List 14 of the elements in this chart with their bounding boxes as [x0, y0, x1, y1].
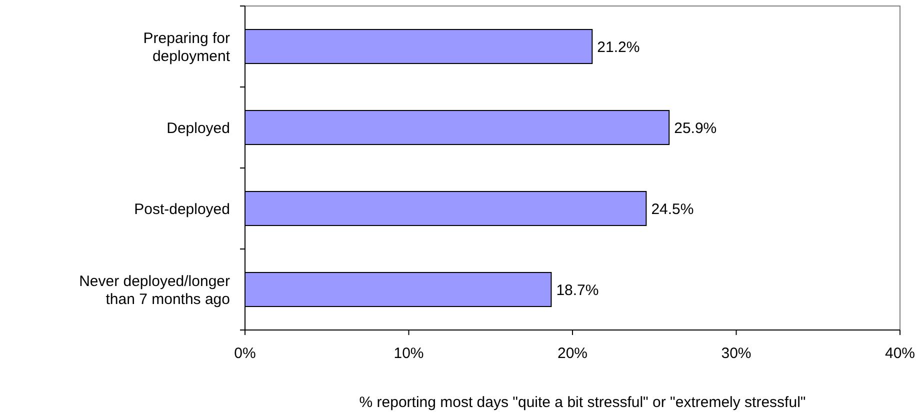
data-label: 21.2% [597, 38, 640, 56]
x-tick-label: 20% [557, 345, 588, 362]
x-tick-label: 30% [721, 345, 752, 362]
x-tick-label: 40% [884, 345, 916, 362]
x-axis-title: % reporting most days "quite a bit stressful" or "extremely stressful" [359, 394, 806, 411]
data-label: 25.9% [674, 120, 717, 137]
x-tick-label: 0% [234, 345, 256, 362]
data-label: 18.7% [556, 282, 599, 299]
y-tick-label: Preparing for deployment [143, 30, 231, 65]
x-tick-label: 10% [394, 345, 424, 362]
data-label: 24.5% [651, 200, 694, 218]
y-tick-label: Post-deployed [134, 200, 230, 218]
y-tick-label: Never deployed/longer than 7 months ago [79, 272, 230, 308]
y-tick-label: Deployed [166, 120, 230, 137]
